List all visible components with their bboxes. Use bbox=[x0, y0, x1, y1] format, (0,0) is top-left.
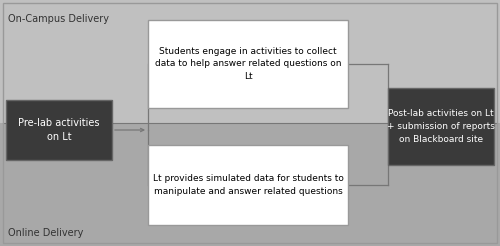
Bar bbox=[0, 0, 500, 123]
Text: Post-lab activities on Lt
+ submission of reports
on Blackboard site: Post-lab activities on Lt + submission o… bbox=[387, 109, 495, 143]
Text: Pre-lab activities
on Lt: Pre-lab activities on Lt bbox=[18, 118, 100, 142]
Bar bbox=[6, 100, 112, 160]
Bar bbox=[148, 145, 348, 225]
Text: Lt provides simulated data for students to
manipulate and answer related questio: Lt provides simulated data for students … bbox=[152, 174, 344, 196]
Text: Online Delivery: Online Delivery bbox=[8, 228, 84, 238]
Bar bbox=[0, 123, 500, 246]
Text: On-Campus Delivery: On-Campus Delivery bbox=[8, 14, 109, 24]
Bar bbox=[388, 88, 494, 165]
Bar bbox=[148, 20, 348, 108]
Text: Students engage in activities to collect
data to help answer related questions o: Students engage in activities to collect… bbox=[155, 47, 341, 81]
